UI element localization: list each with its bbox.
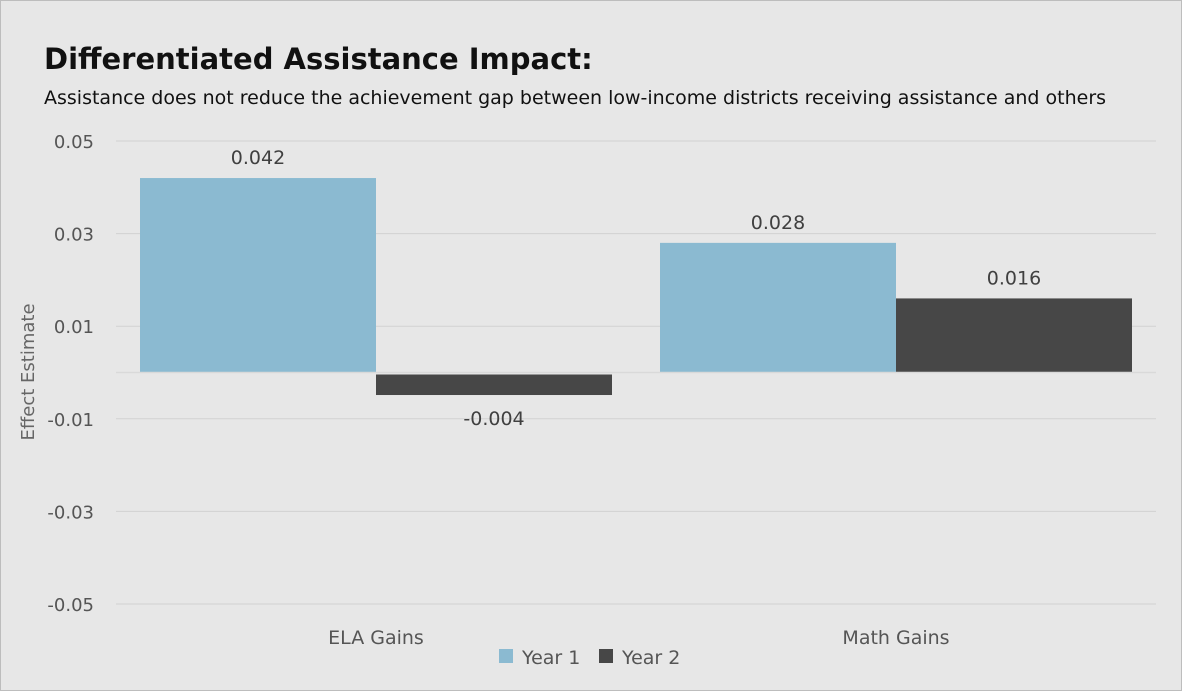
y-tick-label: 0.01 bbox=[54, 317, 94, 338]
bars bbox=[140, 178, 1132, 396]
bar-year-1-math-gains bbox=[660, 242, 896, 373]
category-label: Math Gains bbox=[842, 627, 949, 649]
chart-subtitle: Assistance does not reduce the achieveme… bbox=[44, 87, 1107, 109]
legend: Year 1 Year 2 bbox=[499, 647, 680, 669]
data-label: -0.004 bbox=[463, 408, 524, 430]
legend-label: Year 2 bbox=[621, 647, 680, 669]
chart-title: Differentiated Assistance Impact: bbox=[44, 42, 593, 76]
y-tick-label: -0.03 bbox=[47, 502, 94, 523]
data-label: 0.028 bbox=[751, 212, 805, 234]
y-axis-title: Effect Estimate bbox=[18, 303, 39, 440]
category-label: ELA Gains bbox=[328, 627, 424, 649]
y-axis-ticks: 0.05 0.03 0.01 -0.01 -0.03 -0.05 bbox=[47, 132, 94, 616]
data-label: 0.016 bbox=[987, 267, 1041, 289]
data-label: 0.042 bbox=[231, 147, 285, 169]
category-labels: ELA Gains Math Gains bbox=[328, 627, 949, 649]
bar-year-1-ela-gains bbox=[140, 178, 376, 373]
legend-label: Year 1 bbox=[521, 647, 580, 669]
y-tick-label: -0.05 bbox=[47, 595, 94, 616]
y-tick-label: -0.01 bbox=[47, 410, 94, 431]
y-tick-label: 0.03 bbox=[54, 225, 94, 246]
legend-swatch bbox=[599, 649, 613, 663]
y-tick-label: 0.05 bbox=[54, 132, 94, 153]
data-labels: 0.042 -0.004 0.028 0.016 bbox=[231, 147, 1041, 430]
bar-year-2-math-gains bbox=[896, 298, 1132, 373]
legend-swatch bbox=[499, 649, 513, 663]
bar-year-2-ela-gains bbox=[376, 374, 612, 396]
